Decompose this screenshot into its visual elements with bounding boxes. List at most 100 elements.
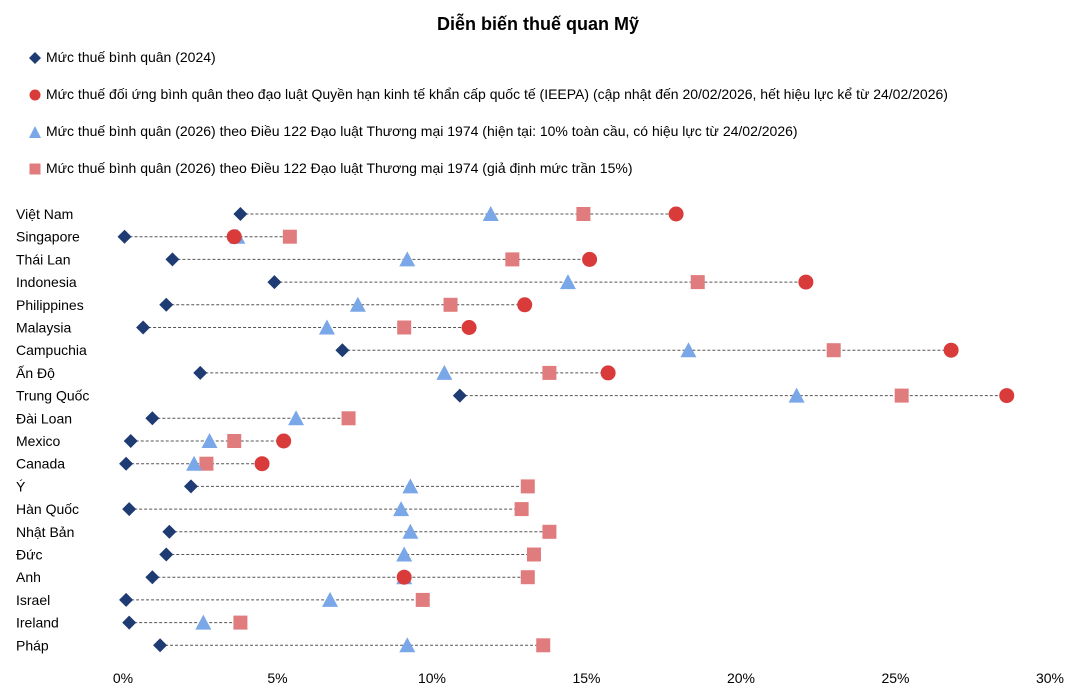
point-square xyxy=(690,275,705,290)
point-diamond xyxy=(119,456,134,471)
category-label: Đức xyxy=(16,547,42,563)
legend-diamond-icon xyxy=(29,52,41,64)
point-circle xyxy=(798,274,814,290)
x-tick-label: 25% xyxy=(881,670,909,686)
point-circle xyxy=(276,433,292,449)
point-square xyxy=(443,297,458,312)
point-triangle xyxy=(788,387,805,403)
category-label: Nhật Bản xyxy=(16,524,74,540)
x-tick-label: 5% xyxy=(267,670,287,686)
point-square xyxy=(542,365,557,380)
point-triangle xyxy=(195,614,212,630)
point-circle xyxy=(999,388,1015,404)
point-square xyxy=(199,456,214,471)
category-label: Singapore xyxy=(16,229,80,245)
category-label: Philippines xyxy=(16,297,84,313)
point-diamond xyxy=(117,229,132,244)
x-tick-label: 10% xyxy=(418,670,446,686)
category-label: Malaysia xyxy=(16,320,71,336)
point-diamond xyxy=(183,479,198,494)
x-tick-label: 15% xyxy=(572,670,600,686)
point-circle xyxy=(461,320,477,335)
point-diamond xyxy=(122,615,137,630)
point-diamond xyxy=(119,592,134,607)
point-circle xyxy=(226,229,242,245)
point-triangle xyxy=(482,206,499,221)
point-triangle xyxy=(318,319,335,335)
point-square xyxy=(415,592,430,607)
point-triangle xyxy=(186,455,203,471)
point-triangle xyxy=(559,274,576,290)
point-triangle xyxy=(288,410,305,426)
category-label: Việt Nam xyxy=(16,206,73,222)
point-circle xyxy=(943,342,959,358)
x-tick-label: 0% xyxy=(113,670,133,686)
point-diamond xyxy=(153,638,168,653)
category-label: Trung Quốc xyxy=(16,388,89,404)
category-label: Israel xyxy=(16,592,50,608)
legend-label: Mức thuế đối ứng bình quân theo đạo luật… xyxy=(46,86,948,102)
point-circle xyxy=(517,297,533,313)
point-circle xyxy=(396,569,412,585)
point-square xyxy=(576,207,591,221)
point-triangle xyxy=(201,433,218,448)
category-label: Mexico xyxy=(16,433,61,449)
point-triangle xyxy=(399,251,416,267)
category-label: Indonesia xyxy=(16,274,77,290)
legend-square-icon xyxy=(29,163,41,175)
point-triangle xyxy=(402,523,419,539)
legend-label: Mức thuế bình quân (2026) theo Điều 122 … xyxy=(46,160,633,176)
point-square xyxy=(282,229,297,244)
category-label: Đài Loan xyxy=(16,410,72,426)
point-diamond xyxy=(267,275,282,290)
category-label: Thái Lan xyxy=(16,251,70,267)
point-diamond xyxy=(233,207,248,221)
point-circle xyxy=(582,251,598,267)
point-square xyxy=(526,547,541,562)
point-square xyxy=(520,570,535,585)
point-diamond xyxy=(193,365,208,380)
point-diamond xyxy=(123,434,138,448)
point-diamond xyxy=(145,570,160,585)
chart-title: Diễn biến thuế quan Mỹ xyxy=(436,14,639,34)
point-triangle xyxy=(349,296,366,312)
point-square xyxy=(514,502,529,517)
legend-label: Mức thuế bình quân (2026) theo Điều 122 … xyxy=(46,123,798,139)
point-diamond xyxy=(159,297,174,312)
point-triangle xyxy=(680,342,697,358)
point-triangle xyxy=(322,591,339,607)
category-label: Canada xyxy=(16,456,65,472)
point-diamond xyxy=(162,524,177,539)
point-diamond xyxy=(136,320,151,335)
x-tick-label: 20% xyxy=(727,670,755,686)
category-label: Ý xyxy=(16,478,26,494)
point-circle xyxy=(254,456,270,472)
category-label: Hàn Quốc xyxy=(16,501,79,517)
legend-circle-icon xyxy=(29,89,41,101)
category-label: Ireland xyxy=(16,615,59,631)
point-diamond xyxy=(122,502,137,517)
point-square xyxy=(826,343,841,358)
category-label: Anh xyxy=(16,569,41,585)
point-square xyxy=(341,411,356,426)
point-triangle xyxy=(396,546,413,562)
point-square xyxy=(505,252,520,267)
point-diamond xyxy=(335,343,350,358)
point-square xyxy=(227,434,242,448)
point-triangle xyxy=(436,364,453,380)
point-diamond xyxy=(452,388,467,403)
point-square xyxy=(233,615,248,630)
point-triangle xyxy=(402,478,419,494)
point-square xyxy=(536,638,551,653)
point-square xyxy=(542,524,557,539)
point-circle xyxy=(668,206,684,222)
category-label: Pháp xyxy=(16,637,49,653)
legend-label: Mức thuế bình quân (2024) xyxy=(46,49,216,65)
x-tick-label: 30% xyxy=(1036,670,1064,686)
point-square xyxy=(397,320,412,335)
point-circle xyxy=(600,365,616,381)
point-square xyxy=(894,388,909,403)
category-label: Campuchia xyxy=(16,342,87,358)
point-diamond xyxy=(145,411,160,426)
